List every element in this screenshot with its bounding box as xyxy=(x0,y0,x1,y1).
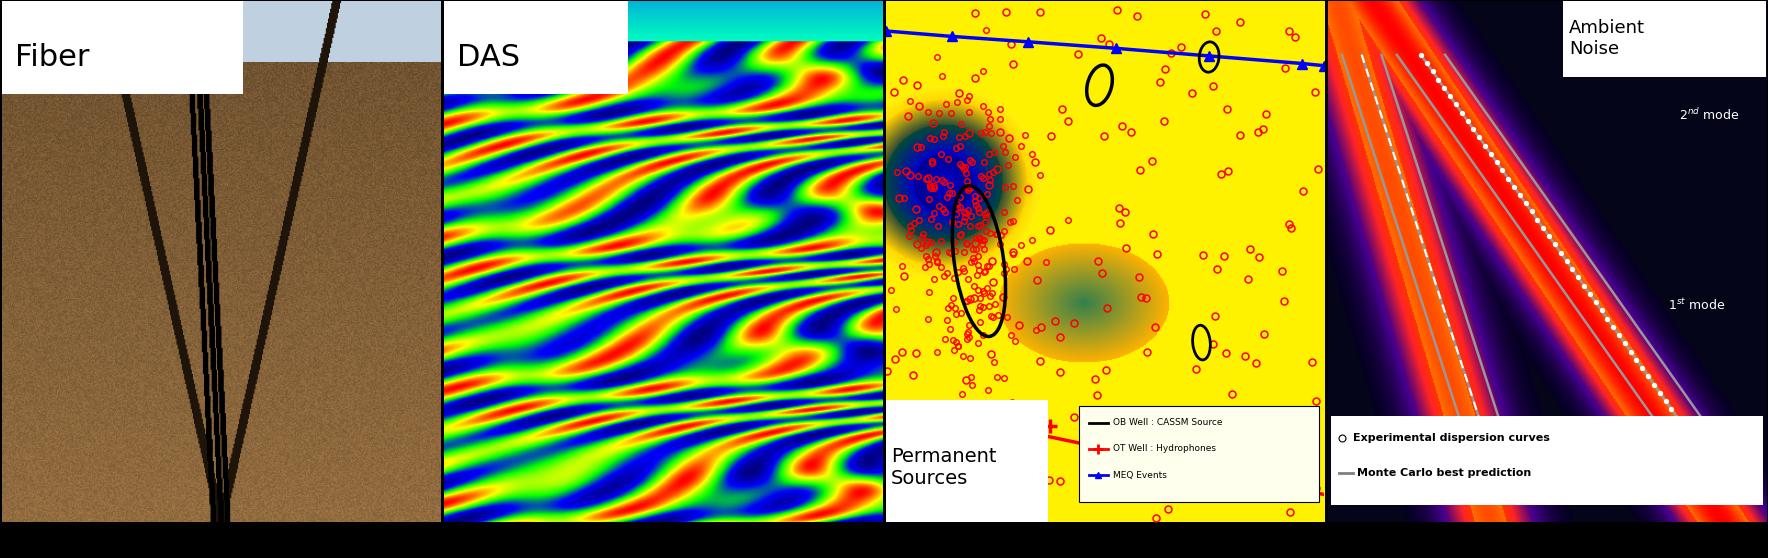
FancyBboxPatch shape xyxy=(886,400,1048,522)
FancyBboxPatch shape xyxy=(1331,416,1763,506)
FancyBboxPatch shape xyxy=(2,1,242,94)
Text: Permanent
Sources: Permanent Sources xyxy=(891,447,997,488)
Text: OB Well : CASSM Source: OB Well : CASSM Source xyxy=(1112,418,1222,427)
FancyBboxPatch shape xyxy=(1563,1,1766,76)
Text: Fiber: Fiber xyxy=(14,44,90,73)
Text: Experimental dispersion curves: Experimental dispersion curves xyxy=(1353,433,1551,443)
FancyBboxPatch shape xyxy=(444,1,628,94)
FancyBboxPatch shape xyxy=(1078,406,1319,502)
Text: MEQ Events: MEQ Events xyxy=(1112,470,1167,479)
Text: 2$^{nd}$ mode: 2$^{nd}$ mode xyxy=(1678,107,1740,123)
Text: DAS: DAS xyxy=(456,44,520,73)
Text: Monte Carlo best prediction: Monte Carlo best prediction xyxy=(1358,468,1531,478)
Text: Ambient
Noise: Ambient Noise xyxy=(1568,19,1644,58)
Text: 1$^{st}$ mode: 1$^{st}$ mode xyxy=(1667,297,1726,312)
Text: OT Well : Hydrophones: OT Well : Hydrophones xyxy=(1112,445,1216,454)
